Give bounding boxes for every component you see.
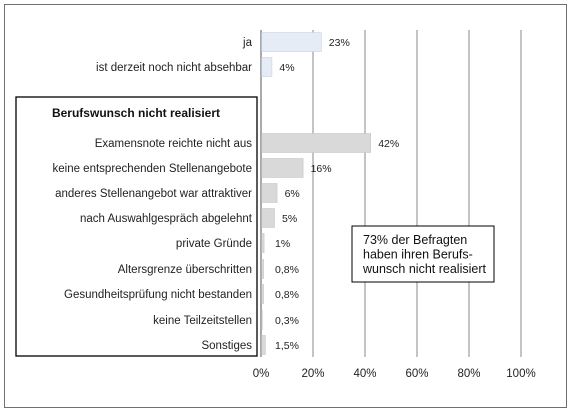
category-label: private Gründe	[176, 238, 252, 250]
value-label: 23%	[329, 37, 350, 49]
category-label: Sonstiges	[201, 340, 252, 352]
annotation-box-border	[351, 225, 495, 283]
category-label: anderes Stellenangebot war attraktiver	[55, 188, 252, 200]
bar	[261, 310, 263, 330]
value-label: 6%	[285, 188, 300, 200]
category-label: nach Auswahlgespräch abgelehnt	[80, 213, 253, 225]
gridlines	[260, 30, 522, 357]
bar	[261, 158, 304, 178]
value-label: 0,8%	[275, 289, 299, 301]
x-tick-label: 100%	[506, 368, 535, 380]
x-tick-label: 0%	[253, 368, 270, 380]
bar	[261, 133, 371, 153]
value-label: 0,3%	[275, 315, 299, 327]
value-label: 5%	[282, 213, 297, 225]
bar	[261, 284, 264, 304]
category-labels: ja ist derzeit noch nicht absehbar Examens…	[53, 37, 253, 352]
category-label: keine entsprechenden Stellenangebote	[53, 163, 253, 175]
category-label: keine Teilzeitstellen	[153, 315, 252, 327]
section-box	[15, 96, 258, 357]
annotation-line: 73% der Befragten	[363, 233, 467, 247]
x-tick-label: 80%	[457, 368, 480, 380]
bar	[261, 183, 278, 203]
section-title: Berufswunsch nicht realisiert	[52, 106, 220, 120]
value-label: 42%	[378, 138, 399, 150]
x-tick-labels: 0% 20% 40% 60% 80% 100%	[253, 368, 536, 380]
x-tick-label: 20%	[301, 368, 324, 380]
annotation-box: 73% der Befragten haben ihren Berufs-wuns…	[351, 225, 495, 283]
value-label: 1%	[275, 238, 290, 250]
x-tick-label: 60%	[405, 368, 428, 380]
category-label: ist derzeit noch nicht absehbar	[96, 62, 252, 74]
value-label: 0,8%	[275, 264, 299, 276]
chart-frame	[4, 4, 567, 408]
bar	[261, 32, 322, 52]
category-label: Altersgrenze überschritten	[118, 264, 252, 276]
x-tick-label: 40%	[353, 368, 376, 380]
value-label: 1,5%	[275, 340, 299, 352]
annotation-line: haben ihren Berufs-	[363, 248, 473, 262]
category-label: Gesundheitsprüfung nicht bestanden	[64, 289, 252, 301]
bar	[261, 335, 266, 355]
value-label: 16%	[311, 163, 332, 175]
value-label: 4%	[279, 62, 294, 74]
annotation-line: wunsch nicht realisiert	[362, 262, 486, 276]
category-label: Examensnote reichte nicht aus	[95, 138, 253, 150]
bar	[261, 259, 264, 279]
category-label: ja	[242, 37, 253, 49]
value-labels: 23% 4% 42% 16% 6% 5% 1% 0,8% 0,8% 0,3% 1,5%	[275, 37, 399, 352]
bar	[261, 57, 273, 77]
bar	[261, 233, 265, 253]
bars	[261, 32, 371, 355]
annotation-text: 73% der Befragten haben ihren Berufs-wuns…	[362, 233, 486, 276]
bar	[261, 208, 275, 228]
